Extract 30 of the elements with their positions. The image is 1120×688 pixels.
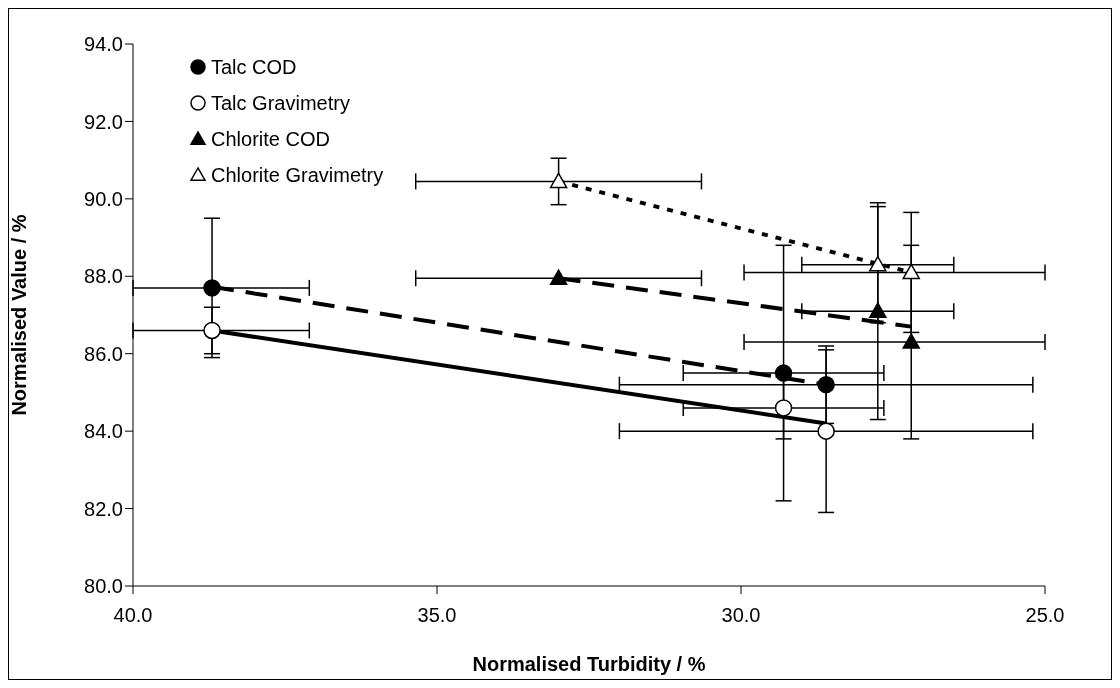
x-tick-label: 30.0 <box>721 604 761 627</box>
point <box>902 263 920 280</box>
y-tick-label: 88.0 <box>84 265 123 288</box>
x-tick-label: 40.0 <box>113 604 153 627</box>
point <box>902 333 920 349</box>
y-axis-title: Normalised Value / % <box>8 214 31 416</box>
legend-label: Talc Gravimetry <box>211 91 350 115</box>
point <box>869 302 887 318</box>
legend-label: Chlorite Gravimetry <box>211 163 384 187</box>
point <box>549 172 568 189</box>
legend-label: Talc COD <box>211 55 297 79</box>
point <box>869 255 887 272</box>
y-tick-label: 84.0 <box>84 420 123 443</box>
x-axis-title: Normalised Turbidity / % <box>472 653 706 675</box>
y-tick-label: 92.0 <box>84 110 123 133</box>
y-tick-label: 90.0 <box>84 187 123 210</box>
x-tick-label: 25.0 <box>1025 604 1065 627</box>
point <box>774 399 793 417</box>
legend-label: Chlorite COD <box>211 127 330 151</box>
y-tick-label: 80.0 <box>84 575 123 598</box>
point <box>203 279 221 297</box>
point <box>549 269 568 285</box>
x-tick-label: 35.0 <box>417 604 457 627</box>
y-tick-label: 82.0 <box>84 497 123 520</box>
y-tick-label: 94.0 <box>84 33 123 56</box>
y-tick-label: 86.0 <box>84 342 123 365</box>
point <box>817 375 835 394</box>
point <box>817 422 835 440</box>
point <box>774 364 793 382</box>
point <box>203 321 221 340</box>
